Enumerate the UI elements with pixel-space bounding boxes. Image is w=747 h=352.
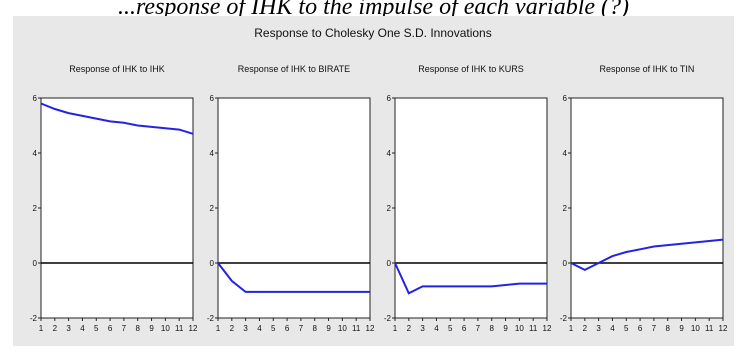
x-tick-label: 12	[719, 324, 728, 333]
y-tick-label: 0	[33, 259, 38, 268]
y-tick-label: 4	[563, 149, 568, 158]
x-tick-label: 1	[569, 324, 574, 333]
x-tick-label: 2	[407, 324, 412, 333]
x-tick-label: 4	[610, 324, 615, 333]
x-tick-label: 1	[39, 324, 44, 333]
x-tick-label: 3	[420, 324, 425, 333]
x-tick-label: 7	[299, 324, 304, 333]
x-tick-label: 3	[596, 324, 601, 333]
y-tick-label: 6	[387, 94, 392, 103]
x-tick-label: 3	[243, 324, 248, 333]
y-tick-label: 4	[387, 149, 392, 158]
x-tick-label: 12	[189, 324, 198, 333]
y-tick-label: 4	[33, 149, 38, 158]
x-tick-label: 8	[490, 324, 495, 333]
x-tick-label: 5	[624, 324, 629, 333]
y-tick-label: 2	[33, 204, 38, 213]
x-tick-label: 9	[503, 324, 508, 333]
x-tick-label: 9	[326, 324, 331, 333]
x-tick-label: 6	[108, 324, 113, 333]
y-tick-label: 2	[210, 204, 215, 213]
x-tick-label: 5	[271, 324, 276, 333]
x-tick-label: 12	[543, 324, 552, 333]
y-tick-label: -2	[384, 314, 392, 323]
x-tick-label: 9	[149, 324, 154, 333]
page-caption: ...response of IHK to the impulse of eac…	[117, 0, 630, 20]
plot-area	[40, 97, 194, 319]
x-tick-label: 5	[448, 324, 453, 333]
y-tick-label: 2	[563, 204, 568, 213]
y-tick-label: 6	[563, 94, 568, 103]
x-tick-label: 2	[583, 324, 588, 333]
x-tick-label: 7	[122, 324, 127, 333]
x-tick-label: 12	[366, 324, 375, 333]
irf-figure: Response to Cholesky One S.D. Innovation…	[13, 16, 734, 346]
panel-title: Response of IHK to KURS	[418, 64, 524, 74]
chart-title: Response to Cholesky One S.D. Innovation…	[254, 26, 491, 40]
y-tick-label: -2	[207, 314, 215, 323]
plot-area	[217, 97, 371, 319]
y-tick-label: -2	[30, 314, 38, 323]
x-tick-label: 11	[705, 324, 714, 333]
x-tick-label: 8	[666, 324, 671, 333]
x-tick-label: 10	[338, 324, 347, 333]
panel-title: Response of IHK to TIN	[600, 64, 695, 74]
y-tick-label: 6	[33, 94, 38, 103]
x-tick-label: 8	[313, 324, 318, 333]
x-tick-label: 1	[216, 324, 221, 333]
plot-area	[570, 97, 724, 319]
x-tick-label: 2	[53, 324, 58, 333]
x-tick-label: 9	[679, 324, 684, 333]
response-line	[217, 262, 370, 293]
x-tick-label: 4	[257, 324, 262, 333]
y-tick-label: -2	[560, 314, 568, 323]
x-tick-label: 10	[691, 324, 700, 333]
x-tick-label: 7	[476, 324, 481, 333]
x-tick-label: 4	[434, 324, 439, 333]
x-tick-label: 10	[161, 324, 170, 333]
x-tick-label: 3	[66, 324, 71, 333]
y-tick-label: 0	[563, 259, 568, 268]
y-tick-label: 4	[210, 149, 215, 158]
x-tick-label: 6	[462, 324, 467, 333]
y-tick-label: 0	[210, 259, 215, 268]
y-tick-label: 6	[210, 94, 215, 103]
panel-title: Response of IHK to BIRATE	[238, 64, 350, 74]
x-tick-label: 6	[638, 324, 643, 333]
x-tick-label: 11	[352, 324, 361, 333]
y-tick-label: 2	[387, 204, 392, 213]
x-tick-label: 4	[80, 324, 85, 333]
x-tick-label: 6	[285, 324, 290, 333]
x-tick-label: 11	[175, 324, 184, 333]
chart-canvas: Response to Cholesky One S.D. Innovation…	[30, 26, 728, 333]
x-tick-label: 7	[652, 324, 657, 333]
panel-title: Response of IHK to IHK	[69, 64, 165, 74]
x-tick-label: 11	[529, 324, 538, 333]
x-tick-label: 8	[136, 324, 141, 333]
plot-area	[394, 97, 548, 319]
response-line	[570, 238, 724, 272]
response-line	[394, 262, 547, 295]
x-tick-label: 10	[515, 324, 524, 333]
x-tick-label: 5	[94, 324, 99, 333]
y-tick-label: 0	[387, 259, 392, 268]
x-tick-label: 1	[393, 324, 398, 333]
x-tick-label: 2	[230, 324, 235, 333]
response-line	[40, 102, 194, 135]
